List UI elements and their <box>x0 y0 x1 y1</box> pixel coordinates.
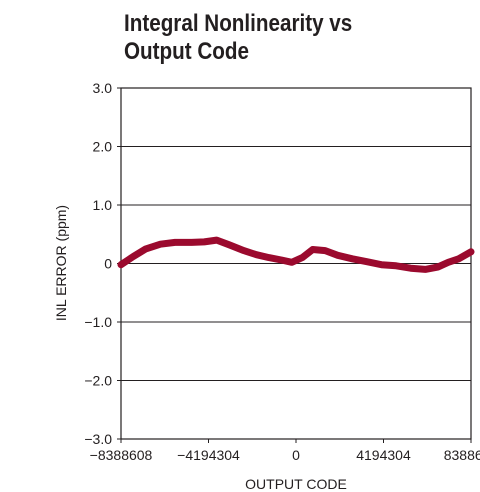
y-tick-label: 1.0 <box>93 197 113 213</box>
x-tick-label: −4194304 <box>177 447 240 463</box>
y-tick-label: −1.0 <box>84 314 112 330</box>
y-tick-label: −2.0 <box>84 373 112 389</box>
x-tick-label: 8388607 <box>444 447 480 463</box>
x-axis-label: OUTPUT CODE <box>245 476 347 492</box>
y-tick-label: −3.0 <box>84 431 112 447</box>
x-tick-label: −8388608 <box>90 447 153 463</box>
chart-title: Integral Nonlinearity vs Output Code <box>124 10 353 65</box>
x-tick-label: 0 <box>292 447 300 463</box>
x-axis: −8388608 −4194304 0 4194304 8388607 <box>90 439 480 463</box>
y-axis: 3.0 2.0 1.0 0 −1.0 −2.0 −3.0 <box>84 80 121 447</box>
y-tick-label: 0 <box>104 256 112 272</box>
y-tick-label: 3.0 <box>93 80 113 96</box>
y-tick-label: 2.0 <box>93 139 113 155</box>
y-axis-label: INL ERROR (ppm) <box>53 205 69 321</box>
series-inl-line <box>117 236 475 273</box>
x-tick-label: 4194304 <box>356 447 411 463</box>
